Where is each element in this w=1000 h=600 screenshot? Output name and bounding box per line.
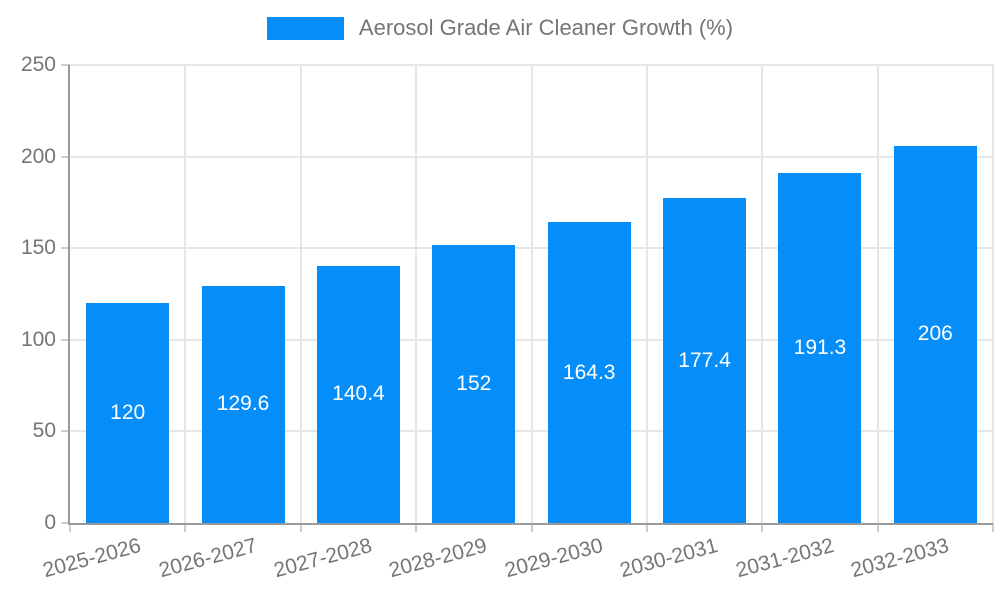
y-axis-tick-label: 50 — [32, 419, 56, 443]
bar-value-label: 140.4 — [332, 382, 385, 406]
x-axis-tick — [645, 523, 648, 532]
gridline-vertical — [992, 65, 994, 523]
x-axis-tick — [184, 523, 187, 532]
gridline-vertical — [299, 65, 302, 523]
bar-value-label: 152 — [456, 371, 492, 395]
legend-label: Aerosol Grade Air Cleaner Growth (%) — [358, 15, 734, 40]
bar-value-label: 177.4 — [678, 348, 731, 372]
bar-value-label: 120 — [110, 401, 146, 425]
y-axis-tick-label: 200 — [20, 144, 56, 168]
x-axis-tick-label: 2030-2031 — [617, 534, 721, 583]
y-axis-tick-label: 150 — [20, 236, 56, 260]
x-axis-tick — [992, 523, 994, 532]
x-axis-tick — [761, 523, 764, 532]
gridline-vertical — [184, 65, 187, 523]
x-axis-tick-label: 2031-2032 — [732, 534, 836, 583]
plot-area: 120 129.6 140.4 152 164.3 177.4 191.3 206 — [70, 64, 994, 523]
y-axis-tick — [61, 64, 70, 66]
bar — [316, 265, 400, 523]
y-axis-tick-label: 100 — [20, 327, 56, 351]
legend-swatch-icon — [266, 16, 344, 40]
gridline-vertical — [645, 65, 648, 523]
bar-value-label: 206 — [917, 322, 953, 346]
bar — [893, 145, 977, 523]
gridline-vertical — [876, 65, 879, 523]
x-axis-tick-label: 2028-2029 — [386, 534, 490, 583]
bar — [201, 285, 285, 523]
y-axis-tick — [61, 247, 70, 250]
y-axis-tick — [61, 522, 70, 524]
bar — [547, 222, 631, 523]
bar-value-label: 164.3 — [562, 360, 616, 384]
y-axis-tick — [61, 430, 70, 433]
x-axis-tick — [876, 523, 879, 532]
bar-value-label: 129.6 — [216, 392, 270, 416]
y-axis-tick — [61, 338, 70, 341]
gridline-vertical — [530, 65, 533, 523]
x-axis-tick-label: 2032-2033 — [848, 534, 952, 583]
x-axis-tick-label: 2027-2028 — [271, 534, 375, 583]
x-axis-tick — [530, 523, 533, 532]
y-axis-tick-label: 250 — [20, 53, 56, 76]
bar — [86, 303, 170, 523]
gridline-vertical — [761, 65, 764, 523]
bar — [432, 244, 516, 523]
x-axis-tick — [299, 523, 302, 532]
bar — [778, 172, 862, 523]
x-axis-tick-label: 2029-2030 — [502, 534, 606, 583]
y-axis-line — [68, 65, 70, 525]
x-axis-line — [68, 523, 993, 525]
y-axis-tick-label: 0 — [44, 511, 56, 534]
bar-value-label: 191.3 — [793, 335, 847, 359]
legend-item[interactable]: Aerosol Grade Air Cleaner Growth (%) — [266, 15, 734, 41]
x-axis-tick-label: 2026-2027 — [156, 534, 260, 583]
bar — [663, 198, 747, 523]
y-axis-tick — [61, 155, 70, 158]
gridline-vertical — [415, 65, 418, 523]
legend: Aerosol Grade Air Cleaner Growth (%) — [0, 15, 1000, 41]
x-axis-tick — [415, 523, 418, 532]
x-axis-tick-label: 2025-2026 — [40, 534, 144, 583]
x-axis-tick — [69, 523, 71, 532]
